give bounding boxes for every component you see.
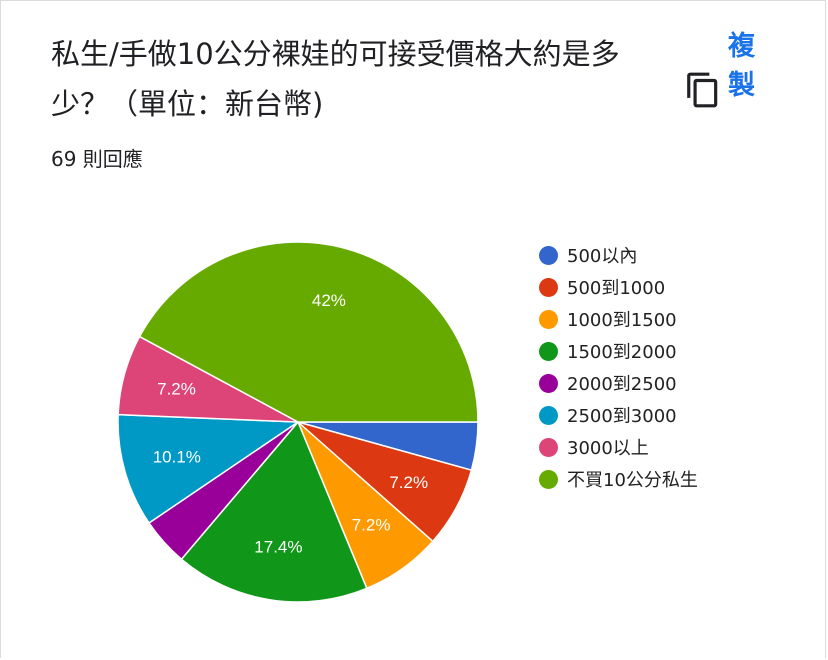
legend-swatch: [539, 277, 558, 297]
legend-item[interactable]: 2000到2500: [539, 367, 698, 399]
legend-label: 2000到2500: [567, 374, 677, 395]
legend-swatch: [539, 245, 558, 265]
pie-slice[interactable]: [138, 241, 479, 423]
legend-swatch: [539, 341, 558, 361]
slice-label: 10.1%: [153, 448, 201, 467]
legend-item[interactable]: 500到1000: [539, 271, 698, 303]
slice-label: 7.2%: [352, 516, 391, 535]
legend-label: 不買10公分私生: [567, 470, 698, 491]
response-count: 69 則回應: [51, 147, 143, 171]
legend-label: 3000以上: [567, 438, 649, 459]
legend-item[interactable]: 不買10公分私生: [539, 463, 698, 495]
slice-label: 42%: [312, 291, 346, 310]
pie-slice[interactable]: [117, 413, 301, 525]
legend-item[interactable]: 3000以上: [539, 431, 698, 463]
legend-item[interactable]: 2500到3000: [539, 399, 698, 431]
legend-swatch: [539, 373, 558, 393]
chart-legend: 500以內 500到1000 1000到1500 1500到2000 2000到2500…: [539, 239, 698, 495]
legend-swatch: [539, 309, 558, 329]
legend-label: 500以內: [567, 246, 638, 267]
legend-swatch: [539, 405, 558, 425]
legend-swatch: [539, 469, 558, 489]
copy-icon[interactable]: [684, 69, 722, 111]
slice-label: 17.4%: [254, 538, 302, 557]
legend-swatch: [539, 437, 558, 457]
slice-label: 7.2%: [157, 380, 196, 399]
legend-label: 500到1000: [567, 278, 666, 299]
pie-slice[interactable]: [180, 420, 368, 603]
legend-label: 1500到2000: [567, 342, 677, 363]
legend-item[interactable]: 1000到1500: [539, 303, 698, 335]
copy-button[interactable]: 複製: [684, 31, 794, 151]
slice-label: 7.2%: [389, 473, 428, 492]
legend-label: 1000到1500: [567, 310, 677, 331]
legend-item[interactable]: 1500到2000: [539, 335, 698, 367]
legend-item[interactable]: 500以內: [539, 239, 698, 271]
legend-label: 2500到3000: [567, 406, 677, 427]
question-title: 私生/手做10公分裸娃的可接受價格大約是多少？（單位：新台幣): [51, 37, 620, 121]
